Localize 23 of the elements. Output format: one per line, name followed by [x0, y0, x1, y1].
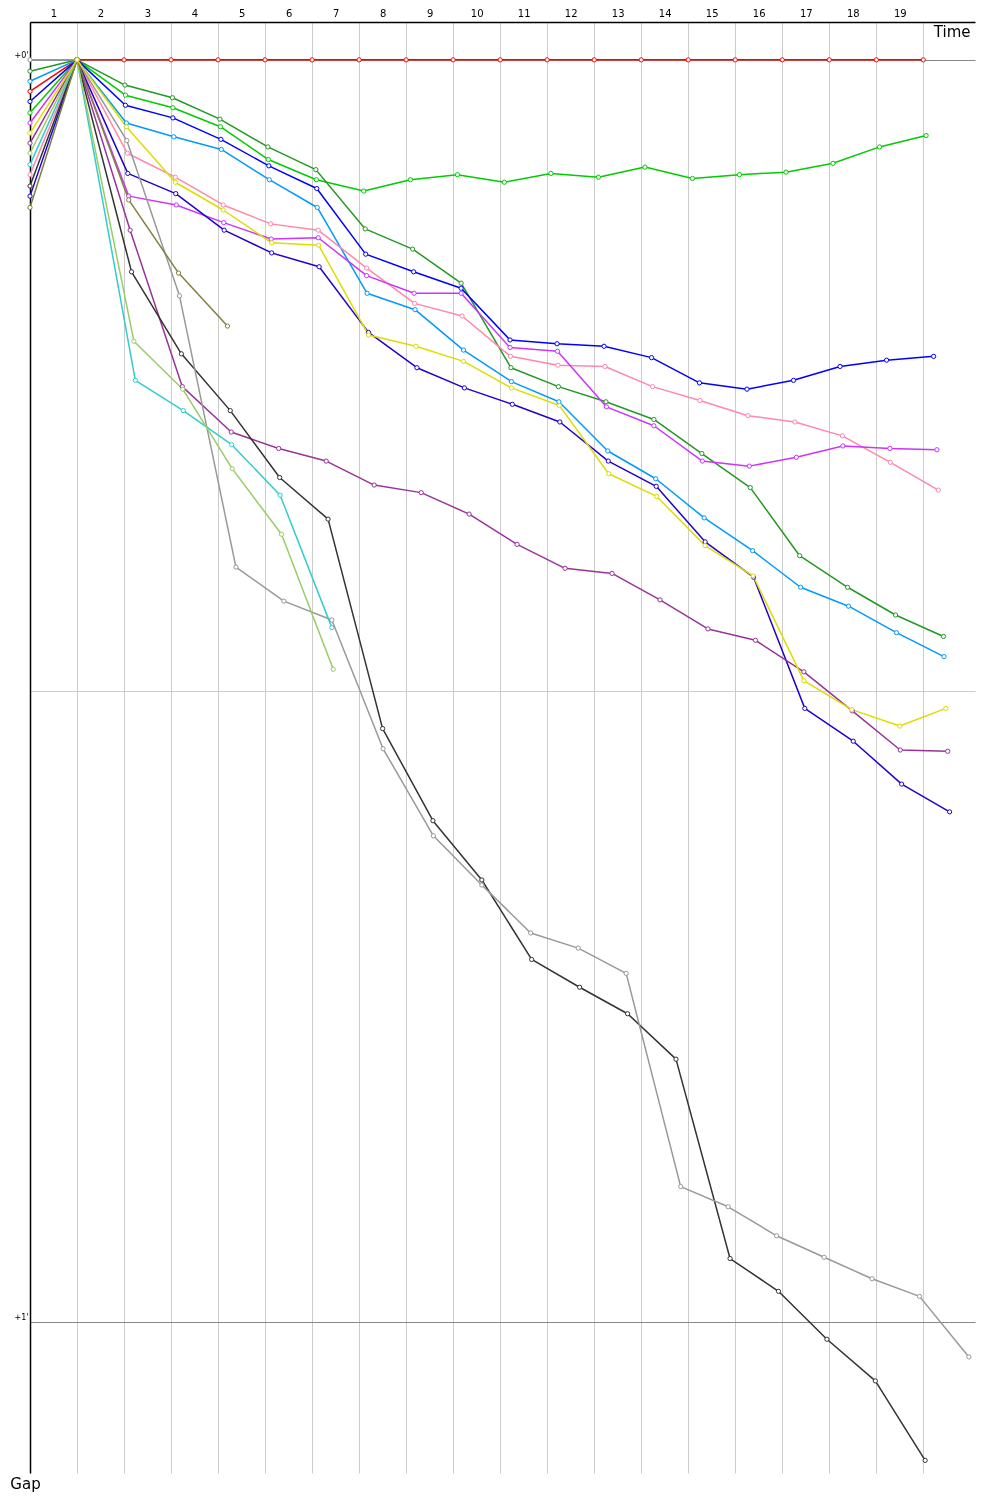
x-tick-label: 16: [752, 7, 766, 19]
x-tick-label: 19: [893, 7, 907, 19]
x-tick-label: 9: [426, 7, 434, 19]
x-tick-label: 18: [846, 7, 860, 19]
x-tick-label: 15: [705, 7, 719, 19]
x-tick-label: 1: [50, 7, 58, 19]
x-tick-label: 11: [517, 7, 531, 19]
x-tick-label: 7: [332, 7, 340, 19]
x-tick-label: 4: [191, 7, 199, 19]
x-tick-label: 14: [658, 7, 672, 19]
y-axis-title: Gap: [10, 1474, 41, 1493]
x-axis-title: Time: [932, 22, 971, 41]
x-tick-label: 5: [238, 7, 246, 19]
x-tick-label: 17: [799, 7, 813, 19]
y-tick-label: +0': [14, 51, 29, 61]
x-tick-label: 12: [564, 7, 578, 19]
x-tick-label: 13: [611, 7, 625, 19]
x-tick-label: 2: [97, 7, 105, 19]
x-tick-label: 6: [285, 7, 293, 19]
x-tick-label: 8: [379, 7, 387, 19]
y-tick-label: +1': [14, 1313, 29, 1323]
x-tick-label: 10: [470, 7, 484, 19]
x-tick-label: 3: [144, 7, 152, 19]
